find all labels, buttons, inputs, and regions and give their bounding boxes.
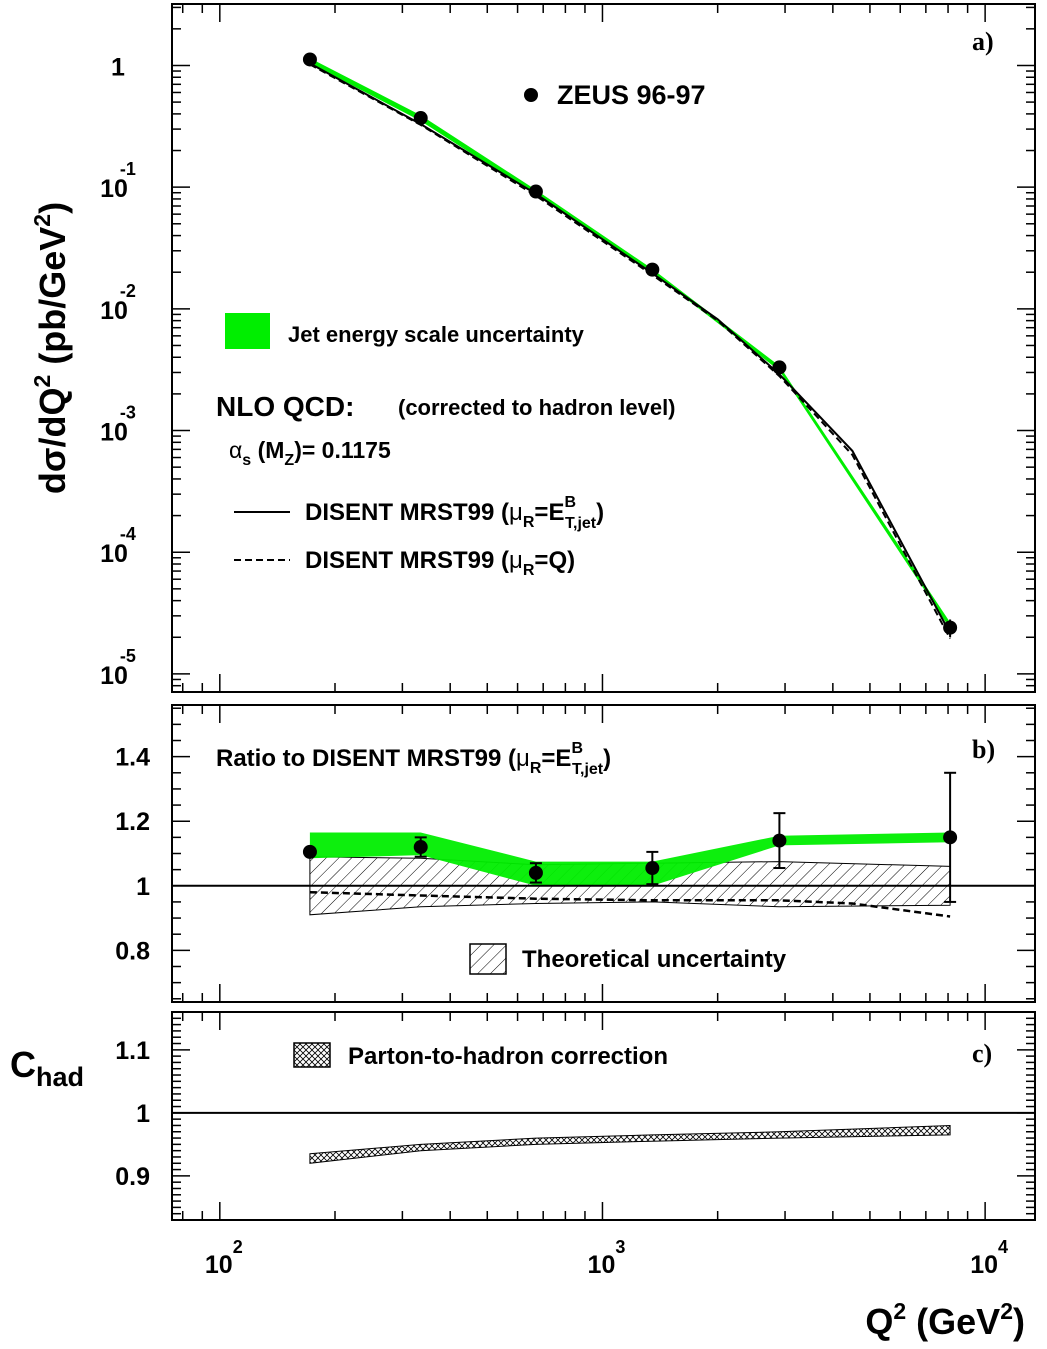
data-points-b <box>302 771 958 903</box>
y-axis-title-a: dσ/dQ2 (pb/GeV2) <box>29 202 73 494</box>
legend-label-hadron: Parton-to-hadron correction <box>348 1043 668 1070</box>
y-tick-label: 0.9 <box>115 1163 150 1191</box>
y-tick-label: 1 <box>136 1100 150 1128</box>
data-point <box>943 620 958 635</box>
y-tick-label: 1.1 <box>115 1037 150 1065</box>
legend-swatch-jes <box>225 313 270 349</box>
x-tick-label: 102 <box>205 1237 243 1279</box>
legend-label-theory: Theoretical uncertainty <box>522 946 787 973</box>
x-tick-label: 104 <box>970 1237 1008 1279</box>
legend-swatch-hadron <box>293 1042 331 1068</box>
theory-title: NLO QCD: <box>216 391 354 422</box>
panel-label-b: b) <box>972 735 995 764</box>
hadronisation-band <box>309 1124 951 1164</box>
ratio-data-point <box>645 861 660 876</box>
y-tick-label: 1 <box>111 53 125 81</box>
y-tick-label: 10-4 <box>100 524 136 568</box>
legend-label-disent-et: DISENT MRST99 (μR=EB T,jet) <box>305 494 604 532</box>
axis-ticks-a <box>172 4 1035 692</box>
y-tick-label: 10-3 <box>100 403 136 447</box>
jes-ratio-band <box>309 832 951 886</box>
panel-c-frame <box>171 1011 1036 1221</box>
legend-swatch-theory <box>469 943 507 975</box>
jes-band-b <box>309 832 951 886</box>
theory-note: (corrected to hadron level) <box>398 395 676 420</box>
legend-label-zeus: ZEUS 96-97 <box>557 80 706 110</box>
y-tick-labels-c: 0.9 1 1.1 <box>115 1037 150 1191</box>
data-point <box>772 360 787 375</box>
data-point <box>302 52 317 67</box>
x-tick-label: 103 <box>588 1237 626 1279</box>
ratio-dashed-curve <box>309 890 951 918</box>
y-tick-label: 0.8 <box>115 937 150 965</box>
axis-ticks-c <box>172 1011 1035 1221</box>
data-point <box>413 111 428 126</box>
x-tick-labels: 102 103 104 <box>205 1237 1008 1279</box>
y-tick-labels-a: 1 10-1 10-2 10-3 10-4 10-5 <box>100 53 136 689</box>
ratio-title: Ratio to DISENT MRST99 (μR=EB T,jet) <box>216 740 611 778</box>
panel-c-hadronisation: 0.9 1 1.1 102 103 104 c) Chad Parton-to-hadr… <box>10 1011 1036 1342</box>
ratio-data-point <box>302 844 317 859</box>
axis-ticks-b <box>172 705 1035 1002</box>
y-tick-label: 10-2 <box>100 281 136 325</box>
ratio-data-point <box>413 840 428 855</box>
data-point <box>528 184 543 199</box>
panel-a-cross-section: 1 10-1 10-2 10-3 10-4 10-5 a) dσ/dQ2 (pb/GeV2… <box>29 3 1036 693</box>
legend-marker-zeus <box>524 88 538 102</box>
ratio-data-point <box>943 830 958 845</box>
x-axis-title: Q2 (GeV2) <box>865 1298 1025 1342</box>
panel-a-frame <box>171 3 1036 693</box>
hadronisation-band-c <box>309 1124 951 1164</box>
curve-disent-q <box>309 63 951 640</box>
y-tick-labels-b: 0.8 1 1.2 1.4 <box>115 744 150 966</box>
y-tick-label: 10-1 <box>100 159 136 203</box>
panel-label-a: a) <box>972 27 994 56</box>
theory-curves-a <box>309 62 951 640</box>
legend-label-jes: Jet energy scale uncertainty <box>288 322 585 347</box>
data-points-a <box>302 52 958 638</box>
ratio-data-point <box>772 833 787 848</box>
y-tick-label: 1.2 <box>115 808 150 836</box>
panel-label-c: c) <box>972 1039 992 1068</box>
legend-label-disent-q: DISENT MRST99 (μR=Q) <box>305 547 575 579</box>
alpha-s-value: αs (MZ)= 0.1175 <box>229 437 391 469</box>
panel-b-ratio: 0.8 1 1.2 1.4 b) Ratio to DISENT MRST99 (μR… <box>115 704 1036 1003</box>
y-tick-label: 10-5 <box>100 646 136 690</box>
ratio-lines-b <box>172 884 1035 918</box>
ratio-data-point <box>528 865 543 880</box>
y-axis-title-c: Chad <box>10 1044 84 1092</box>
data-point <box>645 262 660 277</box>
y-tick-label: 1.4 <box>115 744 150 772</box>
y-tick-label: 1 <box>136 873 150 901</box>
